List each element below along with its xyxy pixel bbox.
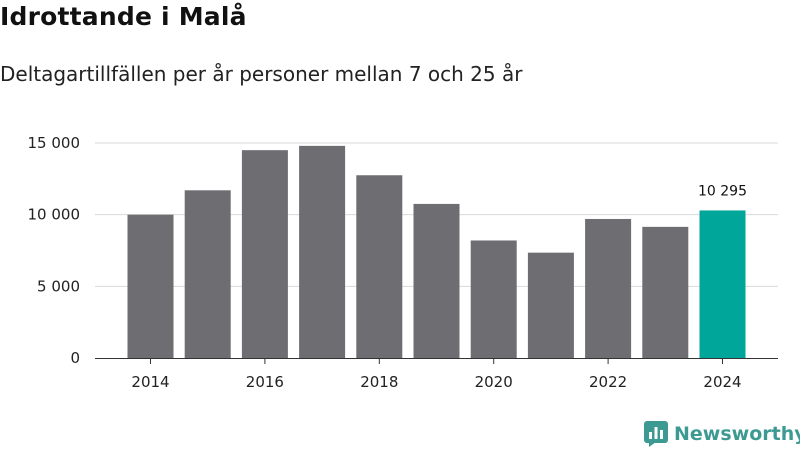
x-tick-label: 2022: [589, 373, 627, 391]
x-tick-label: 2020: [475, 373, 513, 391]
bars: [127, 145, 746, 358]
bar-2017: [299, 145, 346, 358]
bar-2019: [413, 203, 460, 358]
chart-title: Idrottande i Malå: [0, 2, 247, 31]
axes: [95, 358, 778, 364]
bar-2016: [241, 150, 288, 358]
bar-2014: [127, 214, 174, 358]
x-tick-label: 2024: [703, 373, 741, 391]
brand-logo: Newsworthy: [644, 420, 800, 448]
y-tick-label: 15 000: [28, 134, 81, 152]
y-tick-label: 5 000: [37, 277, 80, 295]
bar-chart-icon: [644, 421, 668, 447]
bar-2018: [356, 175, 403, 358]
bar-2023: [642, 226, 689, 358]
data-label: 10 295: [698, 183, 747, 199]
bar-2022: [585, 218, 632, 358]
bar-2021: [527, 252, 574, 358]
x-tick-label: 2016: [246, 373, 284, 391]
x-tick-label: 2014: [131, 373, 169, 391]
y-tick-label: 10 000: [28, 206, 81, 224]
bar-2024: [699, 210, 746, 358]
chart-subtitle: Deltagartillfällen per år personer mella…: [0, 62, 523, 86]
bar-2020: [470, 240, 517, 358]
y-tick-label: 0: [70, 349, 80, 367]
labels: 0 5 000 10 000 15 000 2014 2016 2018 2020 2022 20…: [28, 134, 748, 391]
bar-2015: [184, 190, 231, 358]
x-tick-label: 2018: [360, 373, 398, 391]
brand-name: Newsworthy: [674, 423, 800, 445]
